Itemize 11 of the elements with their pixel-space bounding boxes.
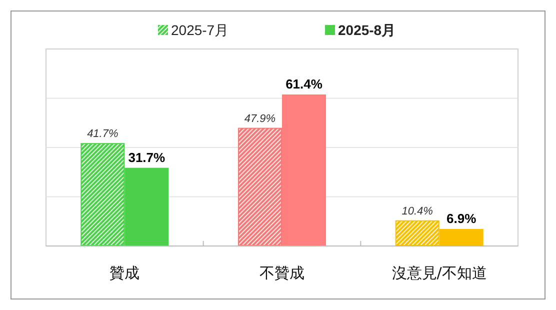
data-label: 10.4%	[402, 205, 434, 218]
data-label: 6.9%	[446, 210, 477, 226]
data-label: 47.9%	[244, 112, 276, 125]
data-label: 61.4%	[286, 76, 323, 92]
legend-label: 2025-8月	[338, 22, 396, 38]
x-tick-label: 贊成	[110, 264, 140, 282]
legend-label: 2025-7月	[171, 22, 229, 38]
x-tick-label: 不贊成	[260, 264, 304, 282]
data-label: 31.7%	[128, 150, 166, 165]
data-label: 41.7%	[87, 128, 118, 140]
x-tick-label: 沒意見/不知道	[392, 264, 487, 282]
